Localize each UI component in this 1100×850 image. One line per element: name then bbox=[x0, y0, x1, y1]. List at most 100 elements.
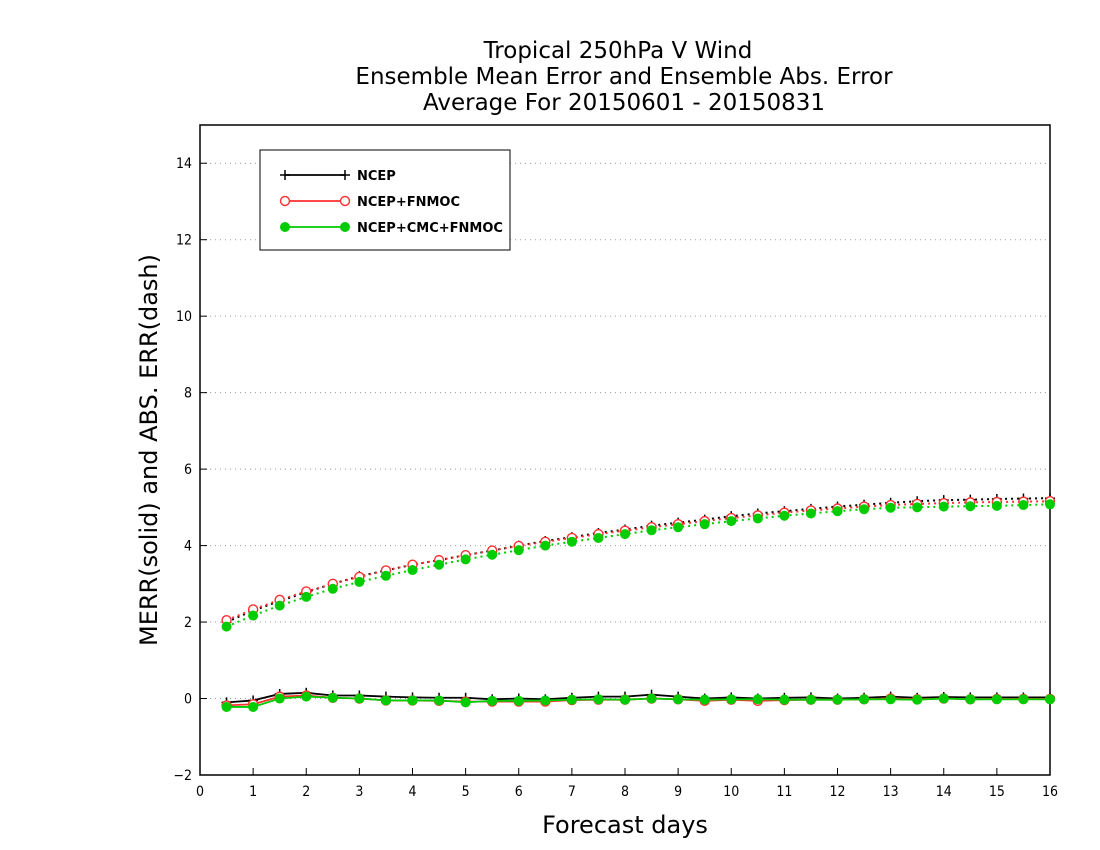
abs-err-point bbox=[248, 610, 259, 621]
merr-point bbox=[460, 697, 471, 708]
merr-point bbox=[885, 694, 896, 705]
abs-err-point bbox=[699, 519, 710, 530]
abs-err-point bbox=[673, 522, 684, 533]
merr-point bbox=[1018, 694, 1029, 705]
x-tick-label: 8 bbox=[621, 784, 629, 800]
merr-point bbox=[991, 694, 1002, 705]
x-tick-label: 9 bbox=[674, 784, 682, 800]
legend-box bbox=[259, 149, 511, 251]
abs-err-point bbox=[327, 583, 338, 594]
legend-items: NCEP NCEP+FNMOC NCEP+CMC+FNMOC bbox=[279, 169, 503, 236]
abs-err-point bbox=[805, 508, 816, 519]
x-tick-label: 10 bbox=[723, 784, 739, 800]
merr-point bbox=[593, 694, 604, 705]
x-tick-label: 1 bbox=[249, 784, 257, 800]
merr-point bbox=[407, 695, 418, 706]
merr-point bbox=[513, 695, 524, 706]
abs-err-point bbox=[1045, 499, 1055, 510]
abs-err-point bbox=[221, 621, 232, 632]
merr-point bbox=[699, 694, 710, 705]
legend-label: NCEP+FNMOC bbox=[357, 195, 460, 210]
merr-point bbox=[859, 694, 870, 705]
legend-marker bbox=[339, 195, 351, 207]
legend-marker bbox=[340, 222, 350, 232]
x-tick-label: 12 bbox=[829, 784, 845, 800]
x-tick-label: 15 bbox=[989, 784, 1005, 800]
merr-point bbox=[248, 701, 259, 712]
abs-err-point bbox=[354, 576, 365, 587]
merr-point bbox=[673, 694, 684, 705]
merr-point bbox=[487, 695, 498, 706]
legend: NCEP NCEP+FNMOC NCEP+CMC+FNMOC bbox=[259, 149, 511, 251]
merr-point bbox=[938, 693, 949, 704]
abs-err-point bbox=[513, 545, 524, 556]
abs-err-point bbox=[593, 532, 604, 543]
x-tick-label: 0 bbox=[196, 784, 204, 800]
series-ncep-fnmoc bbox=[221, 496, 1056, 711]
legend-item: NCEP+FNMOC bbox=[279, 195, 460, 210]
legend-marker bbox=[279, 195, 291, 207]
chart-title: Tropical 250hPa V Wind Ensemble Mean Err… bbox=[355, 38, 893, 116]
abs-err-point bbox=[620, 529, 630, 540]
series-ncep bbox=[221, 493, 1055, 708]
x-tick-label: 6 bbox=[515, 784, 523, 800]
merr-point bbox=[805, 694, 816, 705]
merr-point bbox=[354, 693, 365, 704]
x-tick-label: 14 bbox=[936, 784, 952, 800]
legend-marker bbox=[280, 170, 290, 180]
x-tick-label: 2 bbox=[302, 784, 310, 800]
abs-err-point bbox=[301, 591, 312, 602]
merr-point bbox=[1045, 694, 1055, 705]
merr-point bbox=[434, 695, 445, 706]
abs-err-point bbox=[540, 540, 551, 551]
abs-err-point bbox=[407, 565, 418, 576]
merr-point bbox=[832, 694, 843, 705]
abs-err-point bbox=[460, 554, 471, 565]
abs-err-point bbox=[726, 516, 737, 527]
merr-point bbox=[912, 694, 923, 705]
abs-err-point bbox=[912, 502, 923, 513]
chart-title-line-2: Ensemble Mean Error and Ensemble Abs. Er… bbox=[355, 64, 893, 90]
y-tick-label: 2 bbox=[184, 615, 192, 631]
abs-err-point bbox=[487, 549, 498, 560]
legend-label: NCEP+CMC+FNMOC bbox=[357, 221, 503, 236]
abs-err-point bbox=[832, 506, 843, 517]
chart-title-line-1: Tropical 250hPa V Wind bbox=[483, 38, 753, 64]
x-tick-label: 16 bbox=[1042, 784, 1058, 800]
y-tick-label: 6 bbox=[184, 462, 192, 478]
merr-point bbox=[301, 691, 312, 702]
x-tick-label: 11 bbox=[776, 784, 792, 800]
merr-point bbox=[965, 694, 976, 705]
abs-err-point bbox=[274, 600, 285, 611]
legend-item: NCEP bbox=[280, 169, 396, 184]
legend-item: NCEP+CMC+FNMOC bbox=[280, 221, 503, 236]
merr-point bbox=[726, 694, 737, 705]
abs-err-point bbox=[380, 570, 391, 581]
legend-marker bbox=[280, 222, 290, 232]
x-tick-label: 3 bbox=[355, 784, 363, 800]
y-tick-label: 8 bbox=[184, 386, 192, 402]
merr-point bbox=[752, 694, 763, 705]
merr-point bbox=[620, 694, 630, 705]
legend-label: NCEP bbox=[357, 169, 396, 184]
abs-err-point bbox=[859, 504, 870, 515]
abs-err-point bbox=[434, 559, 445, 570]
abs-err-point bbox=[1018, 500, 1029, 511]
abs-err-point bbox=[965, 501, 976, 512]
merr-point bbox=[646, 693, 657, 704]
chart-title-line-3: Average For 20150601 - 20150831 bbox=[423, 90, 825, 116]
x-axis-label: Forecast days bbox=[542, 811, 708, 839]
abs-err-point bbox=[938, 501, 949, 512]
abs-err-point bbox=[566, 536, 577, 547]
abs-err-line bbox=[226, 497, 1051, 623]
merr-point bbox=[221, 701, 232, 712]
abs-err-point bbox=[646, 525, 657, 536]
abs-err-line bbox=[226, 500, 1051, 622]
series-layer bbox=[221, 493, 1056, 712]
legend-marker bbox=[340, 170, 350, 180]
abs-err-point bbox=[885, 502, 896, 513]
abs-err-point bbox=[991, 500, 1002, 511]
x-tick-label: 13 bbox=[883, 784, 899, 800]
